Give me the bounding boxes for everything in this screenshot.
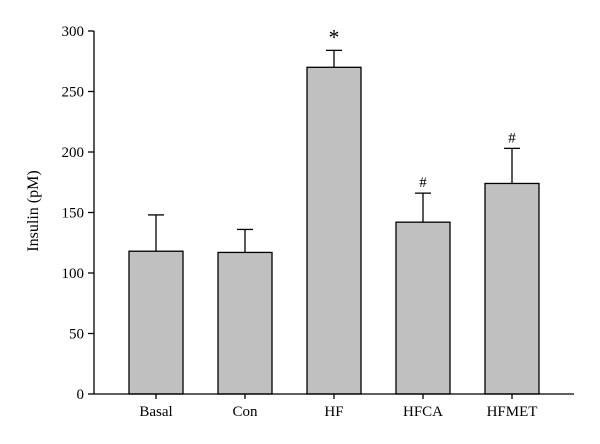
x-tick-label-con: Con [232, 404, 258, 420]
x-tick-label-hf: HF [324, 404, 343, 420]
significance-label-hfmet: # [508, 130, 516, 146]
x-tick-label-basal: Basal [139, 404, 172, 420]
significance-layer: * # # [329, 24, 517, 191]
bar-hf [306, 66, 362, 395]
significance-label-hfca: # [419, 175, 427, 191]
y-tick-label-0: 0 [77, 387, 85, 403]
significance-label-hf: * [329, 24, 340, 49]
x-tick-label-hfca: HFCA [403, 404, 443, 420]
axes-layer: Basal Con HF HFCA HFMET 0 50 100 150 200 250 300 [62, 24, 574, 420]
y-tick-label-250: 250 [62, 85, 85, 101]
y-tick-label-100: 100 [62, 266, 85, 282]
y-axis-title: Insulin (pM) [25, 170, 42, 251]
x-tick-label-hfmet: HFMET [487, 404, 538, 420]
bar-basal [128, 250, 184, 395]
bar-hfmet [484, 182, 540, 395]
error-bars-layer [148, 49, 520, 253]
bar-con [217, 251, 273, 395]
y-tick-label-50: 50 [69, 327, 84, 343]
bar-hfca [395, 221, 451, 395]
y-tick-label-300: 300 [62, 24, 85, 40]
y-tick-label-150: 150 [62, 206, 85, 222]
y-tick-label-200: 200 [62, 145, 85, 161]
bars-layer [128, 66, 540, 395]
